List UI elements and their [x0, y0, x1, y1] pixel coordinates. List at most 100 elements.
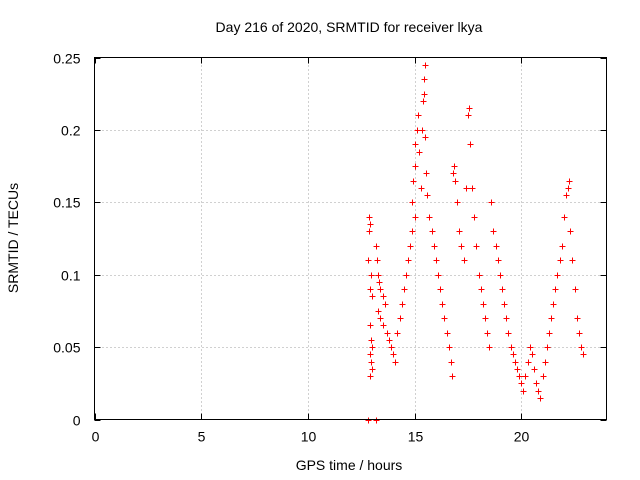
grid-layer: [94, 57, 607, 420]
data-point: [394, 330, 401, 337]
data-point: [454, 199, 461, 206]
data-point: [480, 301, 487, 308]
data-point: [418, 185, 425, 192]
plot-frame: [94, 57, 607, 420]
data-point: [412, 214, 419, 221]
data-point: [508, 344, 515, 351]
data-point: [563, 192, 570, 199]
data-point: [561, 214, 568, 221]
data-point: [377, 286, 384, 293]
data-point: [399, 301, 406, 308]
data-point: [450, 170, 457, 177]
data-point: [422, 62, 429, 69]
data-point: [368, 359, 375, 366]
data-point: [548, 315, 555, 322]
data-point: [484, 330, 491, 337]
data-point: [476, 272, 483, 279]
x-tick-label: 15: [408, 429, 424, 445]
data-point: [368, 272, 375, 279]
data-point: [469, 185, 476, 192]
data-point: [544, 344, 551, 351]
data-point: [365, 257, 372, 264]
data-point: [499, 286, 506, 293]
data-point: [518, 380, 525, 387]
x-tick-label: 5: [198, 429, 206, 445]
data-point: [424, 192, 431, 199]
data-point: [478, 286, 485, 293]
data-point: [574, 315, 581, 322]
data-point: [522, 373, 529, 380]
data-point: [421, 91, 428, 98]
data-point: [435, 272, 442, 279]
data-point: [422, 134, 429, 141]
tick-labels: 0 5 10 15 20 0 0.05 0.1 0.15 0.2 0.25: [53, 51, 529, 445]
chart-title: Day 216 of 2020, SRMTID for receiver lky…: [216, 19, 483, 35]
y-tick-label: 0.15: [53, 195, 80, 211]
data-point: [426, 214, 433, 221]
data-point: [397, 315, 404, 322]
x-tick-label: 20: [514, 429, 530, 445]
data-point: [375, 272, 382, 279]
data-point: [384, 330, 391, 337]
data-point: [367, 286, 374, 293]
data-point: [374, 257, 381, 264]
data-point: [535, 388, 542, 395]
data-point: [490, 228, 497, 235]
data-point: [520, 388, 527, 395]
data-point: [433, 257, 440, 264]
data-point: [366, 214, 373, 221]
data-point: [382, 301, 389, 308]
data-point: [367, 373, 374, 380]
data-point: [458, 243, 465, 250]
data-point: [367, 322, 374, 329]
tick-layer: [94, 57, 607, 421]
data-point: [409, 228, 416, 235]
data-point: [409, 199, 416, 206]
data-point: [367, 351, 374, 358]
data-point: [373, 243, 380, 250]
data-point: [576, 330, 583, 337]
data-point: [412, 163, 419, 170]
data-point: [444, 330, 451, 337]
data-point: [405, 257, 412, 264]
data-point: [452, 178, 459, 185]
data-point: [510, 351, 517, 358]
data-point: [369, 366, 376, 373]
data-point: [441, 315, 448, 322]
data-point: [369, 344, 376, 351]
data-point: [493, 243, 500, 250]
data-points: [365, 62, 587, 424]
data-point: [473, 243, 480, 250]
data-point: [512, 359, 519, 366]
data-point: [529, 351, 536, 358]
data-point: [471, 214, 478, 221]
data-point: [572, 286, 579, 293]
data-point: [465, 112, 472, 119]
data-point: [525, 359, 532, 366]
data-point: [437, 286, 444, 293]
x-tick-label: 10: [301, 429, 317, 445]
data-point: [514, 366, 521, 373]
data-point: [420, 98, 427, 105]
data-point: [365, 417, 372, 424]
data-point: [448, 359, 455, 366]
data-point: [401, 286, 408, 293]
data-point: [373, 417, 380, 424]
data-point: [366, 228, 373, 235]
data-point: [550, 301, 557, 308]
data-point: [497, 272, 504, 279]
data-point: [566, 178, 573, 185]
y-axis-label: SRMTID / TECUs: [5, 183, 21, 293]
data-point: [531, 366, 538, 373]
data-point: [439, 301, 446, 308]
data-point: [578, 344, 585, 351]
y-tick-label: 0.2: [61, 123, 81, 139]
data-point: [431, 243, 438, 250]
data-point: [503, 315, 510, 322]
data-point: [388, 344, 395, 351]
data-point: [446, 344, 453, 351]
data-point: [559, 243, 566, 250]
data-point: [368, 337, 375, 344]
data-point: [516, 373, 523, 380]
y-tick-label: 0.1: [61, 268, 81, 284]
